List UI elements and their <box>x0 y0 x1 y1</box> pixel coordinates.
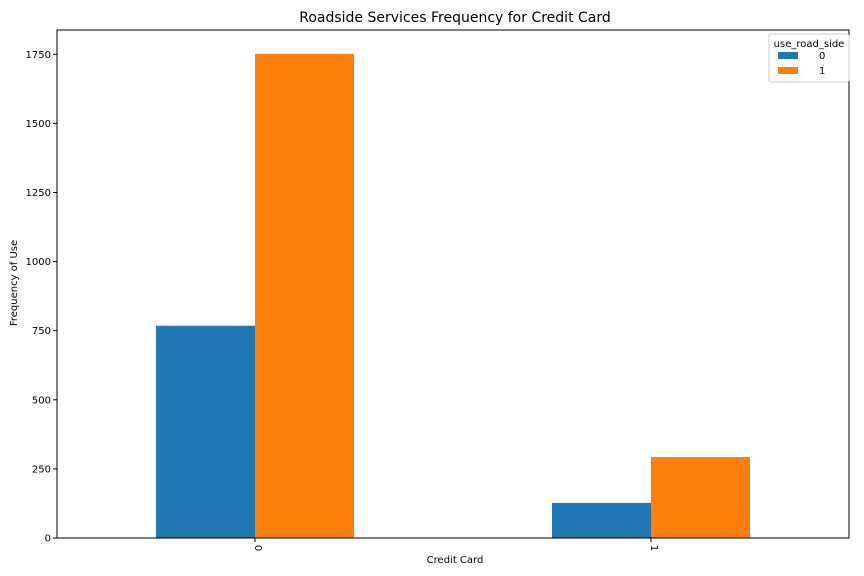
bar-cat0-series1 <box>255 53 354 538</box>
legend: use_road_side 0 1 <box>768 33 850 83</box>
bar-cat1-series0 <box>552 502 651 538</box>
y-tick-label: 1500 <box>26 119 51 130</box>
plot-frame <box>56 29 850 539</box>
x-tick-label: 1 <box>648 545 659 551</box>
y-tick-label: 1000 <box>26 257 51 268</box>
plot-area <box>156 53 750 538</box>
legend-swatch-1 <box>778 67 798 74</box>
y-tick-label: 750 <box>32 326 51 337</box>
y-tick-label: 1750 <box>26 50 51 61</box>
legend-title: use_road_side <box>774 39 845 50</box>
bar-cat1-series1 <box>651 457 750 538</box>
legend-label-0: 0 <box>819 51 825 62</box>
y-axis-label: Frequency of Use <box>9 240 20 326</box>
x-tick-label: 0 <box>252 545 263 551</box>
legend-label-1: 1 <box>819 66 825 77</box>
legend-swatch-0 <box>778 52 798 59</box>
y-axis: 0 250 500 750 1000 1250 1500 1750 <box>26 50 57 545</box>
x-axis-label: Credit Card <box>427 555 484 566</box>
bar-cat0-series0 <box>156 325 255 538</box>
chart-title: Roadside Services Frequency for Credit C… <box>299 10 611 26</box>
y-tick-label: 250 <box>32 464 51 475</box>
y-tick-label: 1250 <box>26 188 51 199</box>
y-tick-label: 0 <box>45 534 51 545</box>
y-tick-label: 500 <box>32 395 51 406</box>
